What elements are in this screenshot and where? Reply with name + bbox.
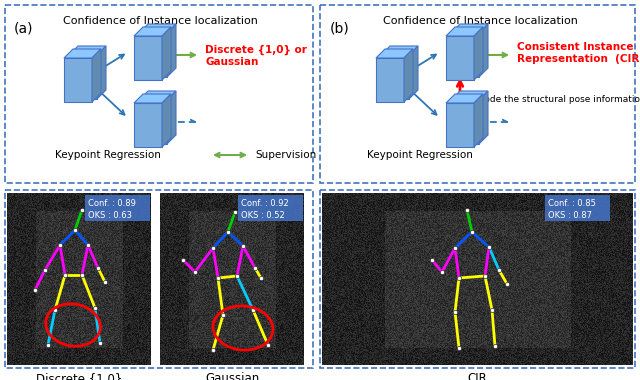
Polygon shape — [134, 94, 171, 103]
Polygon shape — [162, 27, 171, 80]
Polygon shape — [446, 36, 474, 80]
Polygon shape — [69, 55, 97, 99]
Polygon shape — [479, 91, 488, 144]
Polygon shape — [64, 49, 101, 58]
Polygon shape — [474, 94, 483, 147]
Polygon shape — [446, 103, 474, 147]
Polygon shape — [134, 36, 162, 80]
Polygon shape — [69, 46, 106, 55]
Polygon shape — [139, 24, 176, 33]
FancyBboxPatch shape — [545, 195, 610, 221]
Polygon shape — [376, 49, 413, 58]
Text: Keypoint Regression: Keypoint Regression — [367, 150, 473, 160]
Polygon shape — [451, 24, 488, 33]
Text: Discrete {1,0}: Discrete {1,0} — [36, 372, 122, 380]
Polygon shape — [446, 27, 483, 36]
Polygon shape — [167, 24, 176, 77]
FancyBboxPatch shape — [238, 195, 303, 221]
Bar — [320, 190, 635, 368]
Polygon shape — [451, 33, 479, 77]
Polygon shape — [446, 94, 483, 103]
Text: Discrete {1,0} or
Gaussian: Discrete {1,0} or Gaussian — [205, 45, 307, 67]
Polygon shape — [97, 46, 106, 99]
Polygon shape — [474, 27, 483, 80]
Polygon shape — [404, 49, 413, 102]
Polygon shape — [381, 55, 409, 99]
Text: Supervision: Supervision — [255, 150, 316, 160]
Text: CIR: CIR — [467, 372, 487, 380]
Text: (b): (b) — [330, 22, 349, 36]
Polygon shape — [64, 58, 92, 102]
Text: (a): (a) — [14, 22, 33, 36]
Polygon shape — [92, 49, 101, 102]
Text: Confidence of Instance localization: Confidence of Instance localization — [383, 16, 577, 26]
Polygon shape — [376, 58, 404, 102]
Text: Keypoint Regression: Keypoint Regression — [55, 150, 161, 160]
Bar — [320, 5, 635, 183]
Polygon shape — [381, 46, 418, 55]
Polygon shape — [167, 91, 176, 144]
Polygon shape — [451, 100, 479, 144]
Polygon shape — [139, 100, 167, 144]
Polygon shape — [139, 91, 176, 100]
Polygon shape — [409, 46, 418, 99]
Text: Consistent Instance
Representation  (CIR): Consistent Instance Representation (CIR) — [517, 42, 640, 63]
Polygon shape — [479, 24, 488, 77]
Bar — [5, 190, 313, 368]
Text: Encode the structural pose information: Encode the structural pose information — [468, 95, 640, 104]
Polygon shape — [451, 91, 488, 100]
Text: Conf. : 0.85
OKS : 0.87: Conf. : 0.85 OKS : 0.87 — [548, 199, 596, 220]
Text: Conf. : 0.92
OKS : 0.52: Conf. : 0.92 OKS : 0.52 — [241, 199, 289, 220]
Polygon shape — [134, 27, 171, 36]
Text: Confidence of Instance localization: Confidence of Instance localization — [63, 16, 257, 26]
Polygon shape — [134, 103, 162, 147]
Polygon shape — [162, 94, 171, 147]
Polygon shape — [139, 33, 167, 77]
Text: Gaussian: Gaussian — [205, 372, 259, 380]
Bar — [5, 5, 313, 183]
FancyBboxPatch shape — [85, 195, 150, 221]
Text: Conf. : 0.89
OKS : 0.63: Conf. : 0.89 OKS : 0.63 — [88, 199, 136, 220]
